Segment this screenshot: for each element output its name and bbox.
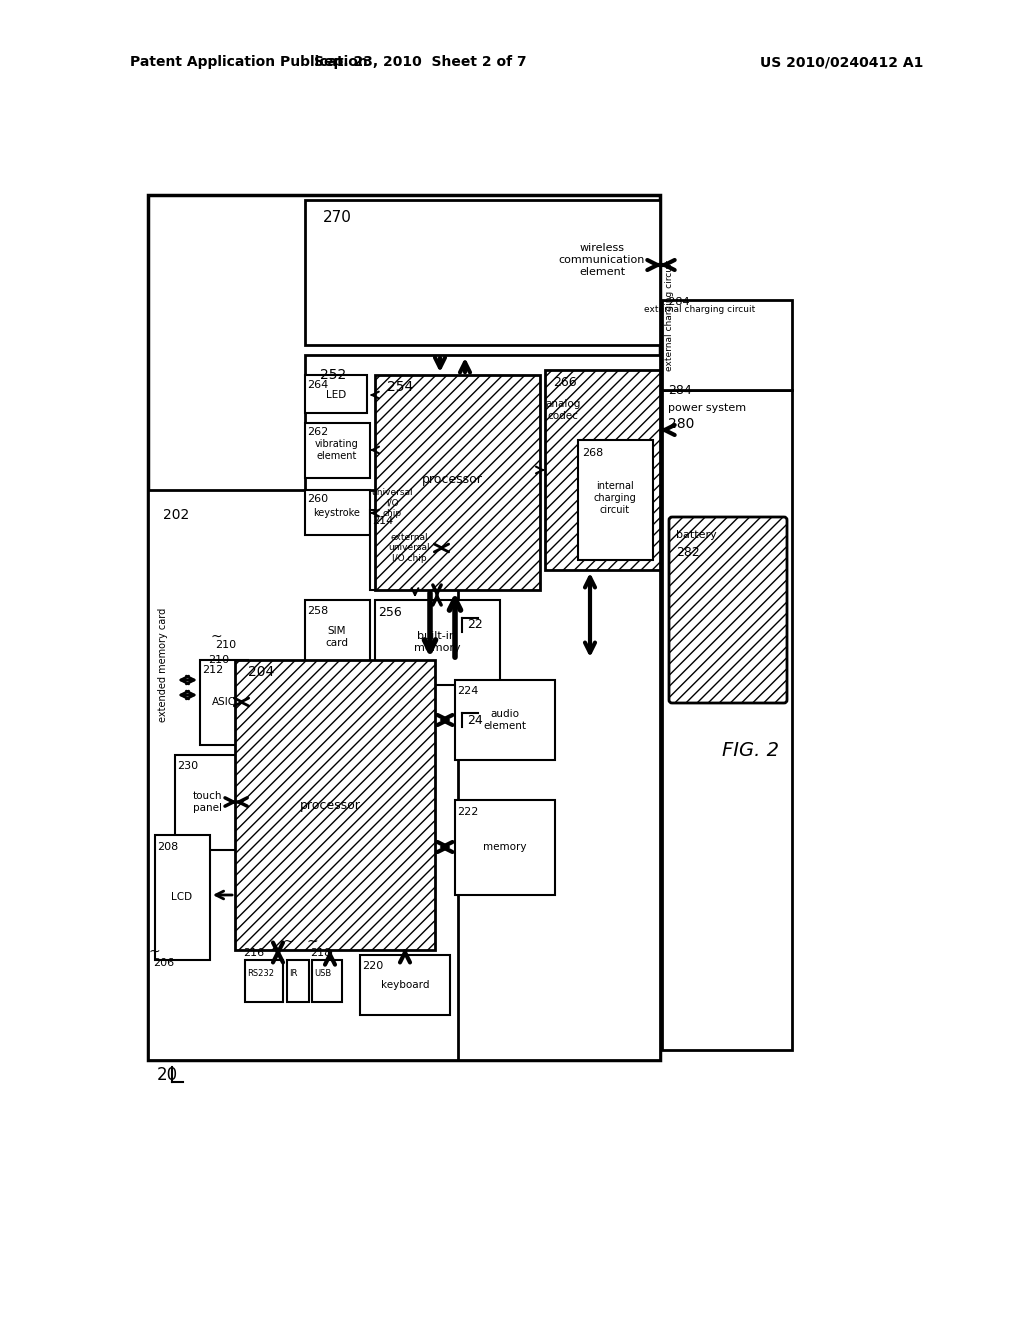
Text: 208: 208 xyxy=(157,842,178,851)
Text: ~: ~ xyxy=(306,935,317,949)
Text: 210: 210 xyxy=(208,655,229,665)
Text: LCD: LCD xyxy=(171,892,193,902)
Text: processor: processor xyxy=(422,474,482,487)
Text: 206: 206 xyxy=(153,958,174,968)
Bar xyxy=(245,960,283,1002)
Bar xyxy=(375,601,500,685)
Text: SIM
card: SIM card xyxy=(326,626,348,648)
Bar xyxy=(455,800,555,895)
Bar xyxy=(375,375,540,590)
Text: 212: 212 xyxy=(202,665,223,675)
Text: analog
codec: analog codec xyxy=(546,399,581,421)
Bar xyxy=(305,601,370,675)
Bar xyxy=(305,201,660,345)
Text: 258: 258 xyxy=(307,606,329,616)
Text: RS232: RS232 xyxy=(247,969,274,978)
Bar xyxy=(287,960,309,1002)
Text: IR: IR xyxy=(289,969,297,978)
Bar xyxy=(305,422,370,478)
Text: 218: 218 xyxy=(310,948,331,958)
Bar xyxy=(545,370,660,570)
Text: keystroke: keystroke xyxy=(313,508,360,517)
Text: 264: 264 xyxy=(307,380,329,389)
Text: 222: 222 xyxy=(457,807,478,817)
Text: processor: processor xyxy=(300,799,360,812)
Text: 262: 262 xyxy=(307,426,329,437)
Text: 256: 256 xyxy=(378,606,401,619)
FancyBboxPatch shape xyxy=(669,517,787,704)
Text: 220: 220 xyxy=(362,961,383,972)
Text: 280: 280 xyxy=(668,417,694,432)
Bar xyxy=(370,510,449,590)
Text: ~: ~ xyxy=(211,630,222,644)
Text: 230: 230 xyxy=(177,762,198,771)
Bar xyxy=(148,490,458,1060)
Text: FIG. 2: FIG. 2 xyxy=(722,741,778,759)
Bar xyxy=(200,660,248,744)
Text: Patent Application Publication: Patent Application Publication xyxy=(130,55,368,69)
Text: 204: 204 xyxy=(248,665,274,678)
Bar xyxy=(312,960,342,1002)
Text: keyboard: keyboard xyxy=(381,979,429,990)
Bar xyxy=(360,954,450,1015)
Text: touch
panel: touch panel xyxy=(193,791,222,813)
Bar xyxy=(305,355,660,1060)
Bar xyxy=(155,836,210,960)
Text: vibrating
element: vibrating element xyxy=(315,440,358,461)
Text: 20: 20 xyxy=(157,1067,178,1084)
Text: 254: 254 xyxy=(387,380,414,393)
Text: audio
element: audio element xyxy=(483,709,526,731)
Text: 252: 252 xyxy=(319,368,346,381)
Text: 282: 282 xyxy=(676,545,699,558)
Bar xyxy=(175,755,240,850)
Bar xyxy=(148,195,660,1060)
Bar xyxy=(305,375,367,413)
Text: extended memory card: extended memory card xyxy=(158,609,168,722)
Text: 284: 284 xyxy=(668,384,692,396)
Text: USB: USB xyxy=(314,969,331,978)
Text: 224: 224 xyxy=(457,686,478,696)
Bar xyxy=(662,300,792,389)
Text: internal
charging
circuit: internal charging circuit xyxy=(594,482,636,515)
Text: built-in
memory: built-in memory xyxy=(414,631,461,653)
Text: battery: battery xyxy=(676,531,717,540)
Text: wireless
communication
element: wireless communication element xyxy=(559,243,645,277)
Text: external charging circuit: external charging circuit xyxy=(644,305,756,314)
Text: 24: 24 xyxy=(467,714,482,726)
Text: 214: 214 xyxy=(372,516,393,525)
Text: 268: 268 xyxy=(582,447,603,458)
Text: 202: 202 xyxy=(163,508,189,521)
Text: Sep. 23, 2010  Sheet 2 of 7: Sep. 23, 2010 Sheet 2 of 7 xyxy=(313,55,526,69)
Text: 266: 266 xyxy=(553,375,577,388)
Text: external
universal
I/O chip: external universal I/O chip xyxy=(388,533,430,562)
Bar xyxy=(305,490,370,535)
Text: memory: memory xyxy=(483,842,526,851)
Text: ASIC: ASIC xyxy=(212,697,237,708)
Text: 216: 216 xyxy=(243,948,264,958)
Bar xyxy=(455,680,555,760)
Text: 210: 210 xyxy=(215,640,237,649)
Text: ~: ~ xyxy=(148,945,160,960)
Text: power system: power system xyxy=(668,403,746,413)
Text: ~: ~ xyxy=(282,935,294,949)
Text: ~284: ~284 xyxy=(660,297,690,308)
Text: 270: 270 xyxy=(323,210,352,226)
Text: external charging circuit: external charging circuit xyxy=(665,259,674,371)
Text: universal
I/O
chip: universal I/O chip xyxy=(371,488,413,517)
Text: US 2010/0240412 A1: US 2010/0240412 A1 xyxy=(760,55,924,69)
Bar xyxy=(234,660,435,950)
Bar xyxy=(662,389,792,1049)
Text: LED: LED xyxy=(326,389,346,400)
Text: 260: 260 xyxy=(307,494,328,504)
Text: 22: 22 xyxy=(467,619,482,631)
Bar xyxy=(578,440,653,560)
